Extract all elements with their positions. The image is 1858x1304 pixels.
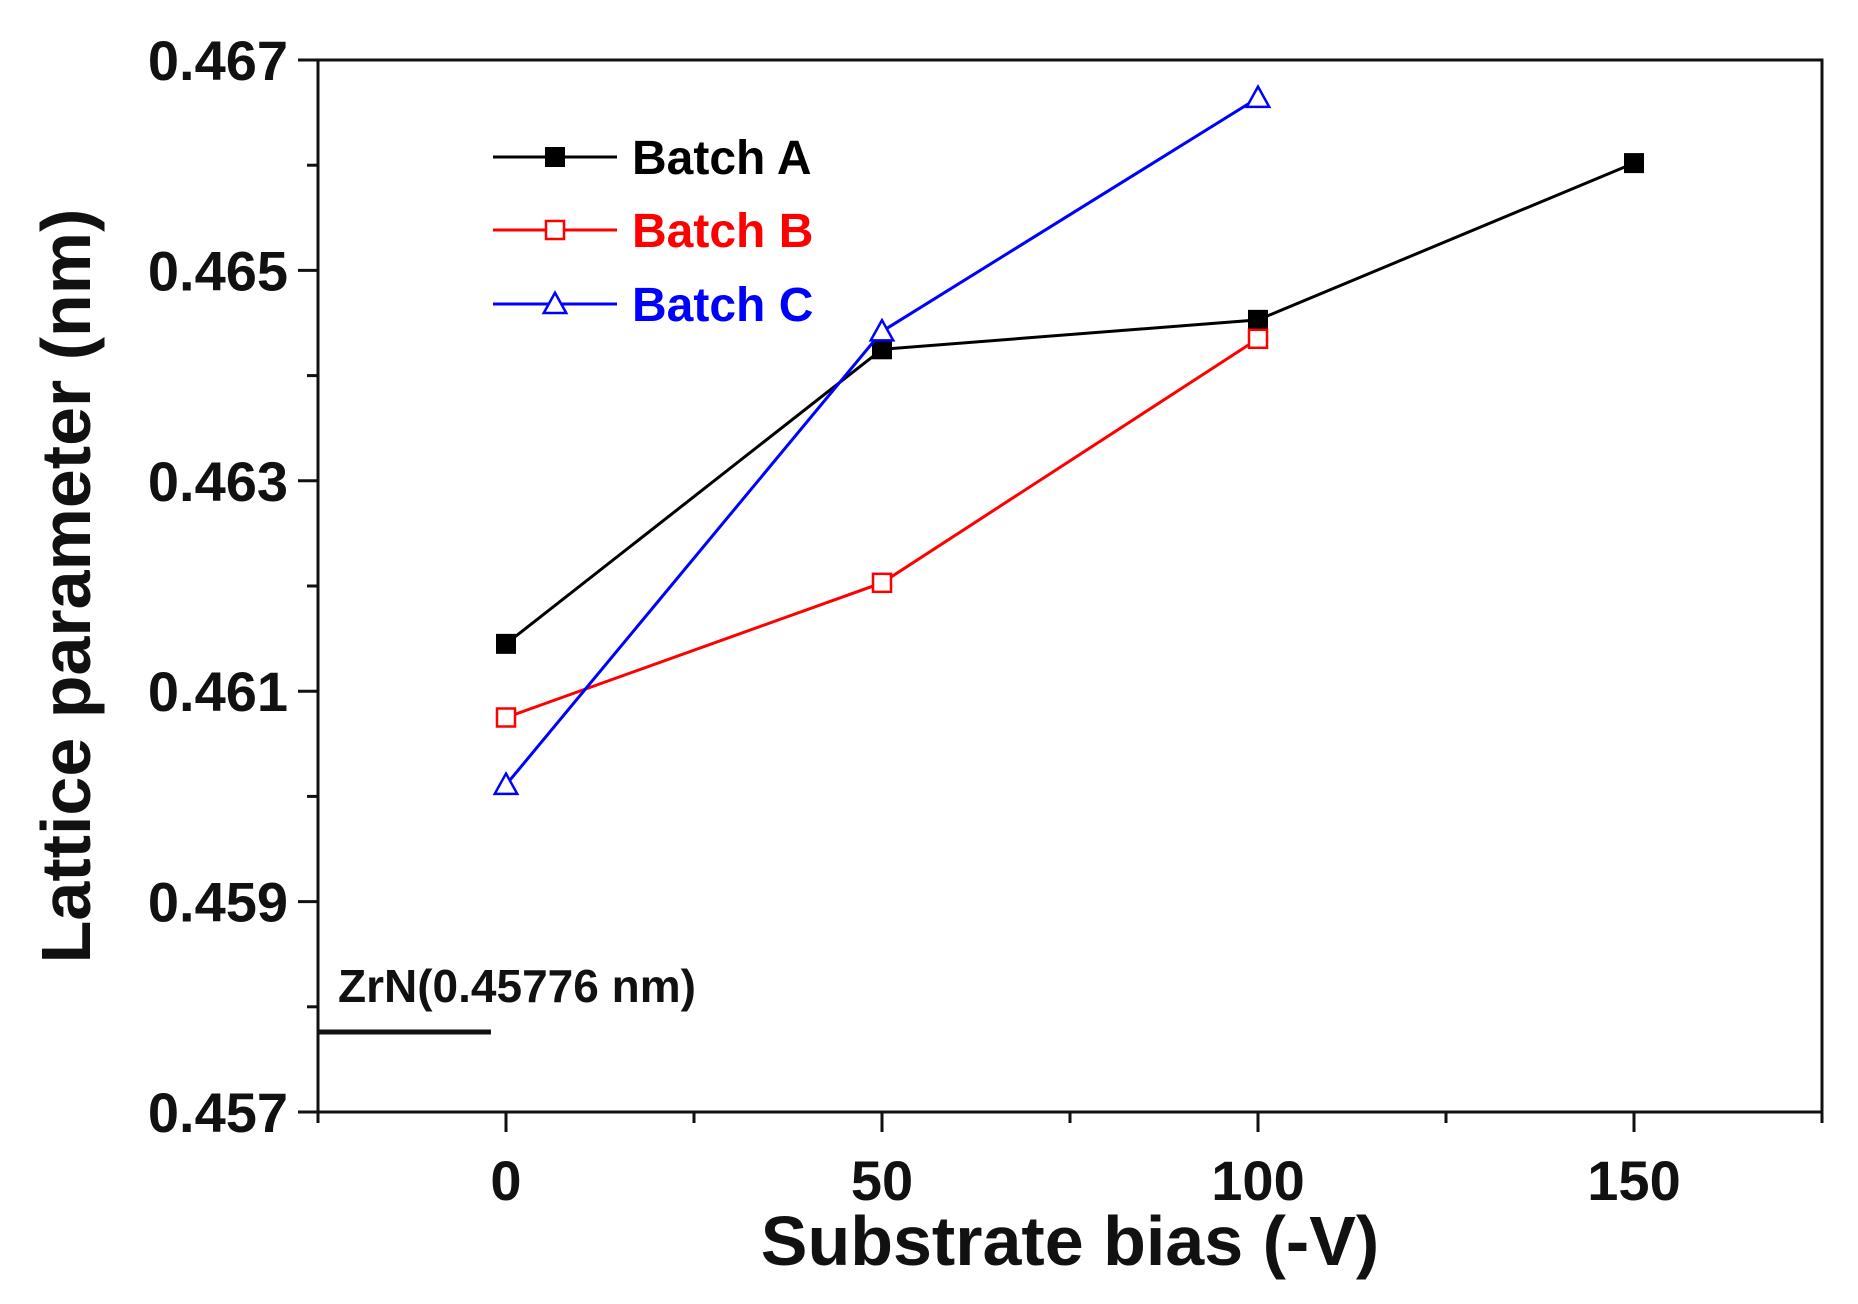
batch-b-point — [1247, 328, 1269, 350]
axis-ticks — [298, 58, 1824, 1132]
x-tick-label: 100 — [1211, 1149, 1304, 1212]
batch-a-line — [505, 161, 1635, 646]
y-tick-label: 0.461 — [148, 660, 288, 723]
y-tick-label: 0.467 — [148, 29, 288, 92]
x-tick-label: 50 — [851, 1149, 913, 1212]
batch-a-point — [1624, 153, 1644, 174]
y-tick-label: 0.459 — [148, 871, 288, 934]
data-series — [492, 84, 1644, 796]
batch-b-point — [871, 572, 893, 594]
batch-c-point — [1244, 84, 1272, 109]
batch-a-point — [872, 339, 892, 360]
batch-a-point — [1248, 309, 1268, 330]
batch-b-line — [505, 337, 1259, 719]
legend-label-batch-a: Batch A — [632, 132, 812, 185]
x-tick-label: 150 — [1587, 1149, 1680, 1212]
batch-b-point — [495, 707, 517, 728]
y-tick-label: 0.463 — [148, 450, 288, 513]
y-tick-label: 0.457 — [148, 1081, 288, 1144]
zrn-reference-label: ZrN(0.45776 nm) — [338, 960, 696, 1012]
legend-marker-batch-b — [544, 219, 566, 241]
batch-c-point — [492, 771, 520, 796]
x-axis-title: Substrate bias (-V) — [761, 1202, 1379, 1280]
x-tick-label: 0 — [490, 1149, 521, 1212]
batch-c-point — [868, 317, 896, 342]
tick-labels: 0 50 100 150 0.457 0.459 0.461 0.463 0.465 0.467 — [148, 29, 1681, 1212]
legend-label-batch-c: Batch C — [632, 279, 813, 332]
legend-label-batch-b: Batch B — [632, 205, 813, 258]
batch-a-point — [496, 633, 516, 654]
legend-marker-batch-a — [545, 147, 565, 167]
plot-frame — [316, 58, 1824, 1114]
batch-c-line — [504, 96, 1259, 786]
legend: Batch A Batch B Batch C — [493, 132, 813, 332]
annotations: ZrN(0.45776 nm) — [318, 960, 696, 1035]
y-axis-title: Lattice parameter (nm) — [27, 209, 105, 964]
y-tick-label: 0.465 — [148, 239, 288, 302]
legend-marker-batch-c — [541, 290, 569, 315]
